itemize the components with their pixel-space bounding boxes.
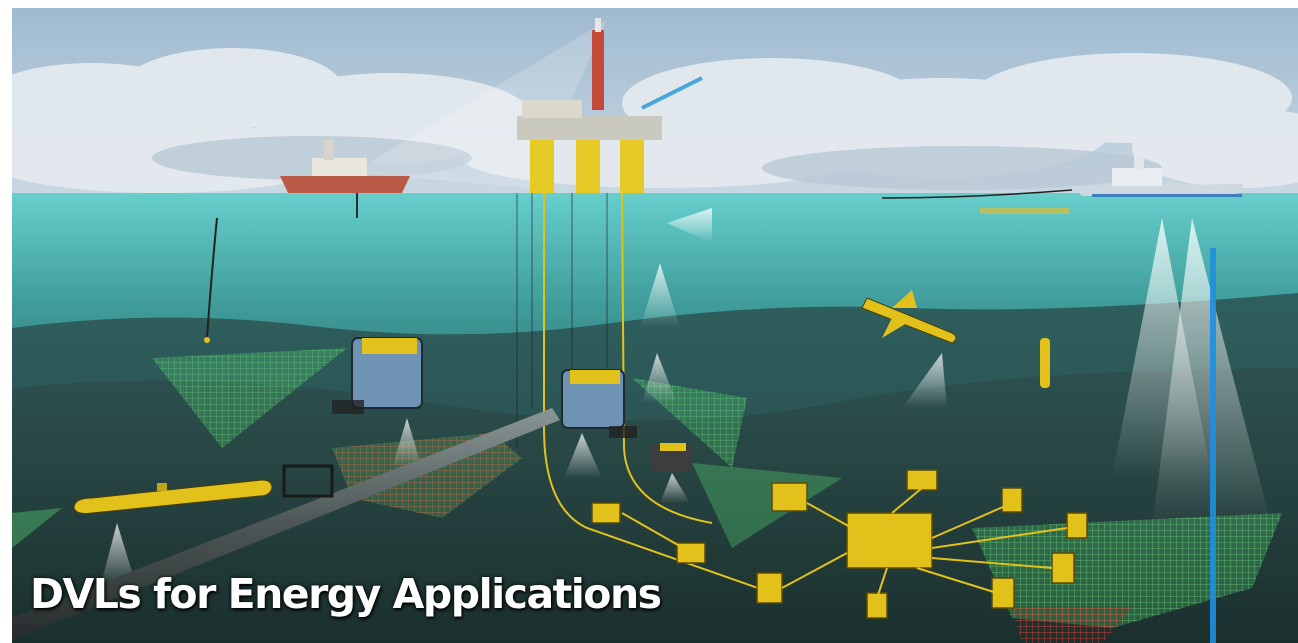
auv-torpedo	[73, 479, 273, 514]
scene-frame	[12, 8, 1298, 643]
survey-vessel	[280, 140, 410, 218]
caption-title: DVLs for Energy Applications	[30, 570, 662, 618]
rov-left	[332, 337, 423, 414]
rov-small	[652, 443, 692, 471]
pipeline	[12, 408, 560, 640]
auv-glider	[861, 290, 957, 344]
pipeline-skid	[282, 464, 334, 498]
naval-vessel	[1072, 156, 1244, 197]
risers	[543, 192, 773, 594]
subsea-manifold	[591, 469, 1088, 619]
seabed	[12, 368, 1298, 643]
underwater-scene	[12, 8, 1298, 643]
rov-center	[561, 369, 637, 438]
acoustic-beacon	[1210, 248, 1216, 643]
oil-platform	[517, 18, 703, 193]
profiling-float	[1040, 338, 1050, 388]
